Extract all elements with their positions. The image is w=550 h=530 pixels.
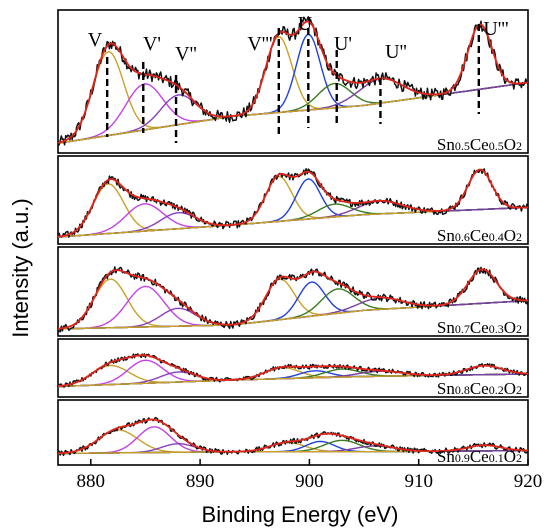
peak-label: U''' [483,18,508,40]
spectrum-panel: Sn0.6Ce0.4O2 [57,155,529,245]
sample-label: Sn0.6Ce0.4O2 [437,226,522,245]
x-tick-label: 900 [295,471,324,492]
peak-label: U'' [385,41,407,63]
peak-label: V' [143,33,161,55]
peak-label: V''' [247,33,272,55]
peak-label: U' [334,33,352,55]
y-axis-label: Intensity (a.u.) [8,198,33,337]
raw-data-line [57,168,529,238]
fit-envelope-line [57,20,529,144]
panel-frame [57,155,529,245]
peak-label: V'' [175,43,197,65]
spectrum-panel: Sn0.7Ce0.3O2 [57,246,529,337]
fit-envelope-line [58,418,528,455]
spectrum-panels: Sn0.5Ce0.5O2 Sn0.6Ce0.4O2 Sn0.7Ce0.3O2 Sn0.… [57,9,529,466]
x-axis-label: Binding Energy (eV) [202,502,399,527]
panel-frame [57,338,529,398]
panel-frame [57,399,529,466]
sample-label: Sn0.7Ce0.3O2 [437,318,522,337]
x-tick-label: 890 [186,471,215,492]
x-axis: 880 890 900 910 920 [77,459,543,492]
spectrum-panel: Sn0.8Ce0.2O2 [57,338,529,398]
peak-label: U [298,13,313,35]
fit-envelope-line [57,168,528,238]
fit-envelope-line [57,354,528,387]
spectrum-panel: Sn0.5Ce0.5O2 [57,9,529,154]
raw-data-line [57,416,529,457]
x-tick-label: 880 [77,471,106,492]
peak-guide-lines: V V' V'' V''' U U' U'' U''' [88,13,509,143]
sample-label: Sn0.8Ce0.2O2 [437,379,522,398]
x-tick-label: 910 [404,471,433,492]
peak-label: V [88,29,103,51]
sample-label: Sn0.5Ce0.5O2 [437,135,522,154]
raw-data-line [57,16,529,146]
fit-envelope-line [57,268,528,330]
sample-label: Sn0.9Ce0.1O2 [437,447,522,466]
x-tick-label: 920 [514,471,543,492]
spectrum-panel: Sn0.9Ce0.1O2 [57,399,529,466]
